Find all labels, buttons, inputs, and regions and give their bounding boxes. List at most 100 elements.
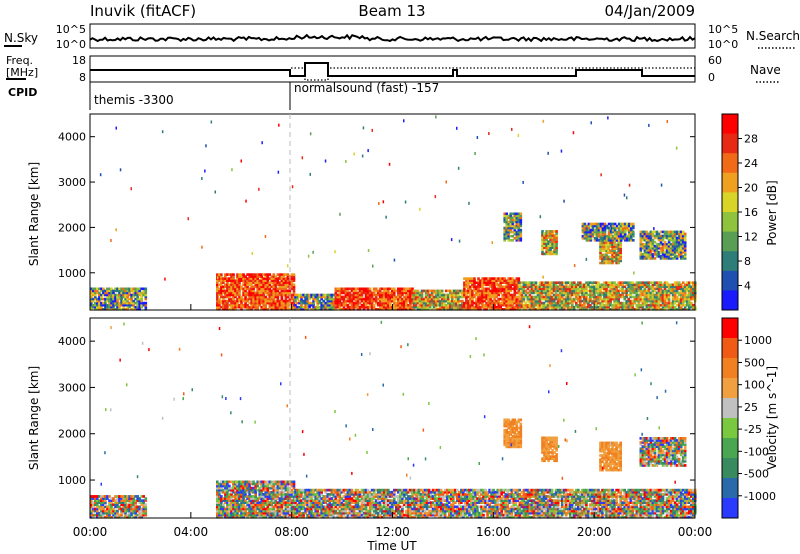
heatmap-cell bbox=[583, 234, 587, 238]
heatmap-cell bbox=[254, 281, 257, 284]
heatmap-cell bbox=[250, 486, 253, 490]
heatmap-cell bbox=[673, 238, 677, 242]
heatmap-cell bbox=[353, 152, 355, 156]
heatmap-cell bbox=[304, 293, 307, 297]
heatmap-cell bbox=[387, 305, 390, 309]
heatmap-cell bbox=[546, 308, 550, 311]
heatmap-cell bbox=[536, 285, 540, 289]
heatmap-cell bbox=[232, 281, 235, 284]
heatmap-cell bbox=[541, 234, 544, 237]
heatmap-cell bbox=[362, 126, 365, 130]
heatmap-cell bbox=[280, 308, 284, 311]
heatmap-cell bbox=[641, 285, 645, 289]
heatmap-cell bbox=[645, 246, 649, 250]
heatmap-cell bbox=[524, 301, 528, 305]
heatmap-cell bbox=[625, 228, 629, 232]
heatmap-cell bbox=[659, 287, 663, 291]
heatmap-cell bbox=[220, 291, 223, 295]
heatmap-cell bbox=[250, 503, 253, 507]
heatmap-cell bbox=[615, 303, 618, 307]
heatmap-cell bbox=[647, 297, 651, 301]
heatmap-cell bbox=[479, 291, 482, 295]
heatmap-cell bbox=[370, 291, 374, 295]
heatmap-cell bbox=[595, 291, 598, 295]
heatmap-cell bbox=[420, 293, 424, 297]
heatmap-cell bbox=[226, 305, 229, 309]
heatmap-cell bbox=[294, 503, 297, 507]
heatmap-cell bbox=[405, 305, 408, 309]
heatmap-cell bbox=[218, 507, 221, 511]
heatmap-cell bbox=[364, 297, 368, 301]
heatmap-cell bbox=[465, 303, 468, 307]
heatmap-cell bbox=[603, 237, 607, 240]
heatmap-cell bbox=[657, 253, 661, 256]
heatmap-cell bbox=[276, 511, 280, 515]
heatmap-cell bbox=[418, 297, 422, 301]
heatmap-cell bbox=[334, 299, 338, 303]
heatmap-cell bbox=[665, 244, 669, 248]
heatmap-cell bbox=[493, 287, 496, 291]
heatmap-cell bbox=[280, 509, 284, 513]
heatmap-cell bbox=[599, 305, 602, 309]
heatmap-cell bbox=[442, 303, 446, 307]
heatmap-cell bbox=[555, 236, 558, 239]
heatmap-cell bbox=[681, 303, 685, 307]
heatmap-cell bbox=[334, 291, 338, 295]
heatmap-cell bbox=[262, 277, 265, 280]
heatmap-cell bbox=[483, 277, 486, 280]
heatmap-cell bbox=[238, 482, 241, 486]
heatmap-cell bbox=[108, 495, 111, 498]
heatmap-cell bbox=[136, 301, 139, 305]
heatmap-cell bbox=[284, 488, 288, 492]
heatmap-cell bbox=[627, 230, 631, 234]
heatmap-cell bbox=[280, 301, 284, 305]
heatmap-cell bbox=[509, 281, 513, 284]
heatmap-cell bbox=[228, 308, 231, 311]
heatmap-cell bbox=[518, 303, 522, 307]
heatmap-cell bbox=[382, 289, 386, 293]
heatmap-cell bbox=[477, 308, 480, 311]
heatmap-cell bbox=[641, 242, 645, 246]
heatmap-cell bbox=[547, 240, 550, 243]
heatmap-cell bbox=[677, 242, 681, 246]
heatmap-cell bbox=[356, 299, 360, 303]
heatmap-cell bbox=[497, 299, 500, 303]
heatmap-cell bbox=[222, 291, 225, 295]
heatmap-cell bbox=[254, 486, 257, 490]
heatmap-cell bbox=[256, 277, 259, 280]
heatmap-cell bbox=[629, 301, 633, 305]
heatmap-cell bbox=[254, 499, 257, 502]
heatmap-cell bbox=[119, 168, 122, 172]
heatmap-cell bbox=[136, 287, 139, 291]
heatmap-cell bbox=[581, 299, 584, 303]
heatmap-cell bbox=[519, 237, 523, 240]
heatmap-cell bbox=[240, 509, 243, 513]
heatmap-cell bbox=[434, 297, 438, 301]
heatmap-cell bbox=[292, 499, 296, 502]
heatmap-cell bbox=[671, 305, 675, 309]
heatmap-cell bbox=[112, 511, 115, 515]
heatmap-cell bbox=[501, 303, 504, 307]
heatmap-cell bbox=[322, 301, 325, 305]
heatmap-cell bbox=[272, 295, 276, 299]
heatmap-cell bbox=[260, 499, 263, 502]
heatmap-cell bbox=[615, 301, 618, 305]
heatmap-cell bbox=[244, 289, 247, 293]
heatmap-cell bbox=[609, 224, 613, 228]
heatmap-cell bbox=[292, 482, 296, 486]
heatmap-cell bbox=[648, 123, 650, 127]
heatmap-cell bbox=[270, 511, 274, 515]
heatmap-cell bbox=[595, 226, 599, 230]
heatmap-cell bbox=[294, 499, 297, 502]
heatmap-cell bbox=[242, 505, 245, 509]
heatmap-cell bbox=[124, 308, 127, 311]
heatmap-cell bbox=[627, 308, 630, 311]
heatmap-cell bbox=[583, 293, 586, 297]
heatmap-cell bbox=[252, 289, 255, 293]
heatmap-cell bbox=[411, 287, 414, 291]
heatmap-cell bbox=[603, 257, 606, 261]
heatmap-cell bbox=[667, 251, 671, 254]
heatmap-cell bbox=[477, 295, 480, 299]
heatmap-cell bbox=[436, 299, 440, 303]
heatmap-cell bbox=[453, 289, 456, 293]
